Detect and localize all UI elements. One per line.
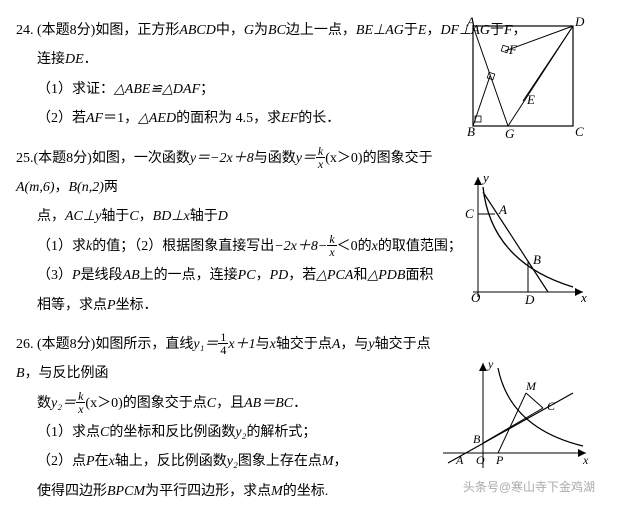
- label-B: B: [467, 124, 475, 139]
- label-y: y: [481, 172, 489, 185]
- label-O: O: [471, 290, 481, 305]
- label-B: B: [473, 432, 481, 446]
- figure-26: O x y A B P C M: [438, 358, 593, 489]
- figure-25: O x y C A B D: [453, 172, 593, 318]
- label-G: G: [505, 126, 515, 141]
- label-D: D: [574, 16, 585, 29]
- label-x: x: [580, 290, 587, 305]
- problem-25: O x y C A B D 25.(本题8分)如图，一次函数y＝−2x＋8与函数…: [16, 144, 603, 320]
- label-F: F: [508, 42, 518, 57]
- label-C: C: [547, 399, 556, 413]
- label-O: O: [476, 453, 485, 467]
- label-A: A: [455, 453, 464, 467]
- label-B: B: [533, 252, 541, 267]
- label-A: A: [498, 202, 507, 217]
- label-x: x: [582, 453, 589, 467]
- label-M: M: [525, 379, 537, 393]
- label-y: y: [487, 358, 494, 371]
- watermark: 头条号@寒山寺下金鸡湖: [463, 475, 595, 500]
- problem-24: A D B C G F E 24. (本题8分)如图，正方形ABCD中，G为BC…: [16, 16, 603, 134]
- label-C: C: [465, 206, 474, 221]
- label-D: D: [524, 292, 535, 307]
- problem-26: O x y A B P C M 26. (本题8分)如图所示，直线y₁＝14x＋…: [16, 330, 603, 506]
- figure-24: A D B C G F E: [453, 16, 593, 152]
- label-E: E: [526, 92, 535, 107]
- label-A: A: [466, 16, 475, 29]
- label-P: P: [495, 453, 504, 467]
- label-C: C: [575, 124, 584, 139]
